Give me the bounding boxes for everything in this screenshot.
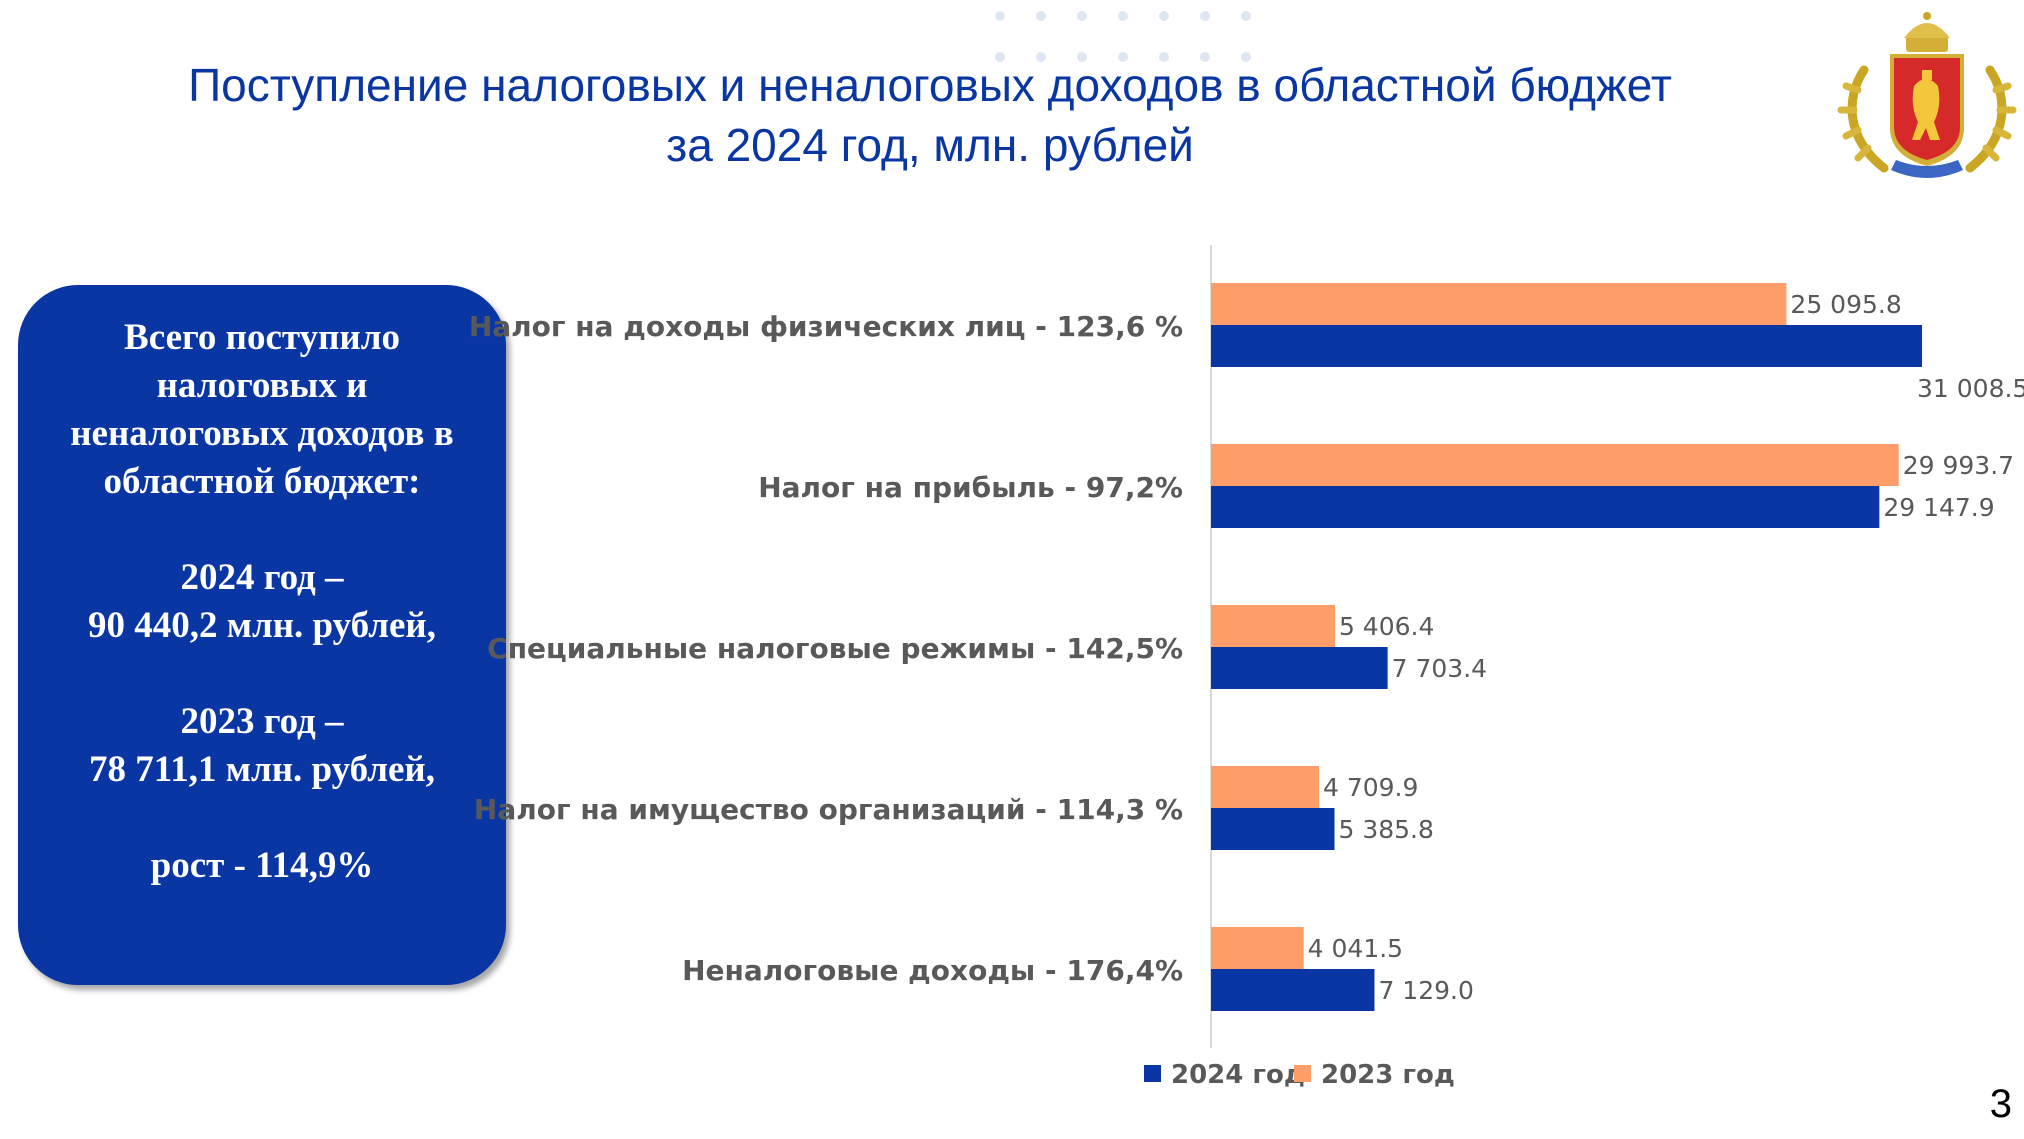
summary-2023-value: 78 711,1 млн. рублей, [89, 749, 435, 790]
bar-2024 [1211, 486, 1880, 528]
decorative-dots [995, 8, 1285, 68]
category-label: Неналоговые доходы - 176,4% [682, 954, 1183, 987]
page-number: 3 [1989, 1082, 2012, 1126]
decorative-dot [1036, 11, 1046, 21]
summary-2024-value: 90 440,2 млн. рублей, [88, 605, 436, 646]
crown [1904, 12, 1950, 52]
summary-growth: рост - 114,9% [150, 845, 374, 886]
data-label-2023: 4 041.5 [1308, 934, 1403, 963]
bar-2023 [1211, 766, 1319, 808]
page-title: Поступление налоговых и неналоговых дохо… [60, 55, 1800, 175]
decorative-dot [995, 52, 1005, 62]
data-label-2024: 31 008.5 [1917, 374, 2024, 403]
bar-2023 [1211, 605, 1335, 647]
summary-2024-label: 2024 год – [180, 557, 344, 598]
decorative-dot [1241, 11, 1251, 21]
summary-line-3: неналоговых доходов в [70, 413, 454, 454]
bar-2023 [1211, 283, 1787, 325]
summary-line-2: налоговых и [156, 365, 368, 406]
decorative-dot [995, 11, 1005, 21]
legend-label: 2023 год [1321, 1060, 1455, 1090]
decorative-dot [1077, 52, 1087, 62]
decorative-dot [1118, 52, 1128, 62]
bar-2024 [1211, 808, 1335, 850]
lion-figure [1912, 70, 1940, 140]
blue-ribbon [1891, 160, 1963, 178]
bar-2024 [1211, 325, 1922, 367]
decorative-dot [1241, 52, 1251, 62]
legend-swatch [1294, 1065, 1311, 1082]
summary-box: Всего поступило налоговых и неналоговых … [18, 285, 506, 985]
decorative-dot [1159, 11, 1169, 21]
bar-2024 [1211, 969, 1375, 1011]
bar-2023 [1211, 927, 1304, 969]
decorative-dot [1200, 11, 1210, 21]
decorative-dot [1159, 52, 1169, 62]
legend-swatch [1144, 1065, 1161, 1082]
decorative-dot [1036, 52, 1046, 62]
decorative-dot [1118, 11, 1128, 21]
category-label: Налог на доходы физических лиц - 123,6 % [469, 310, 1183, 343]
title-line-2: за 2024 год, млн. рублей [666, 119, 1194, 171]
data-label-2024: 29 147.9 [1883, 493, 1994, 522]
title-line-1: Поступление налоговых и неналоговых дохо… [188, 59, 1672, 111]
summary-line-1: Всего поступило [124, 317, 400, 358]
data-label-2024: 7 129.0 [1378, 976, 1473, 1005]
category-label: Специальные налоговые режимы - 142,5% [487, 632, 1183, 665]
decorative-dot [1200, 52, 1210, 62]
laurel-wreath-left [1837, 65, 1889, 173]
bar-2023 [1211, 444, 1899, 486]
data-label-2023: 4 709.9 [1323, 773, 1418, 802]
data-label-2023: 5 406.4 [1339, 612, 1434, 641]
category-label: Налог на имущество организаций - 114,3 % [474, 793, 1183, 826]
data-label-2023: 25 095.8 [1790, 290, 1901, 319]
legend-label: 2024 год [1171, 1060, 1305, 1090]
summary-line-4: областной бюджет: [103, 461, 421, 502]
data-label-2023: 29 993.7 [1903, 451, 2014, 480]
decorative-dot [1077, 11, 1087, 21]
bar-2024 [1211, 647, 1388, 689]
category-label: Налог на прибыль - 97,2% [758, 471, 1183, 504]
laurel-wreath-right [1965, 65, 2017, 173]
summary-2023-label: 2023 год – [180, 701, 344, 742]
data-label-2024: 7 703.4 [1392, 654, 1487, 683]
coat-of-arms-icon [1837, 12, 2017, 178]
data-label-2024: 5 385.8 [1338, 815, 1433, 844]
